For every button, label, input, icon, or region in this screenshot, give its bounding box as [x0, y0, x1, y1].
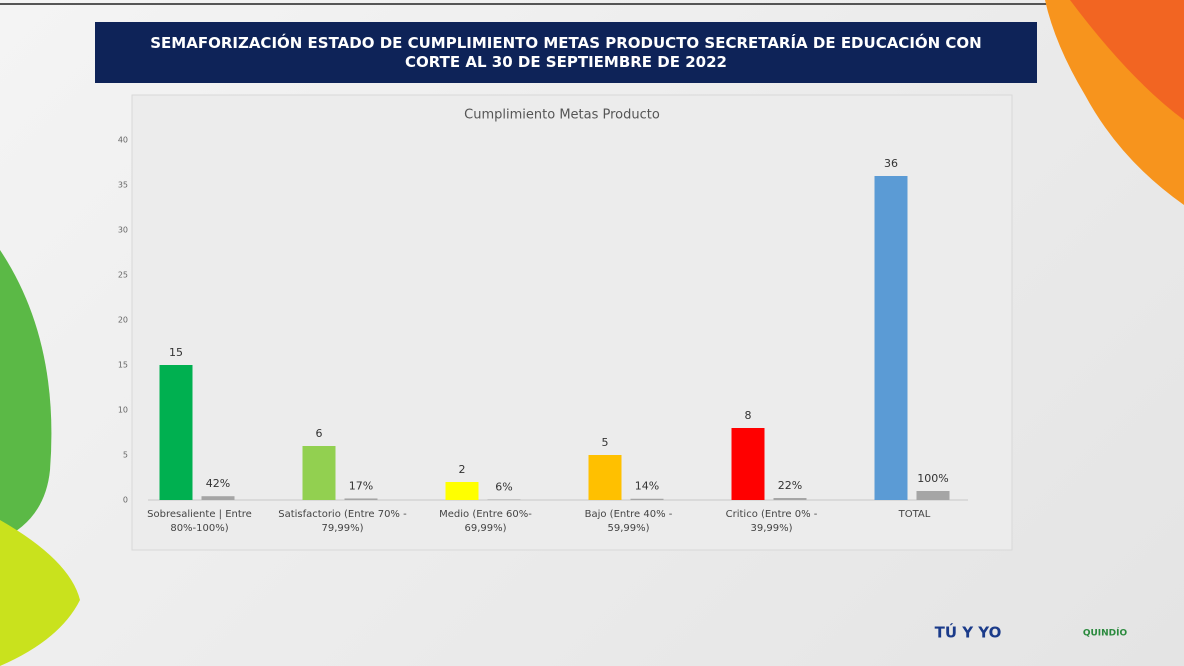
data-label: 100%: [917, 472, 948, 485]
bar: [445, 482, 479, 500]
data-label: 22%: [778, 479, 802, 492]
header-title: SEMAFORIZACIÓN ESTADO DE CUMPLIMIENTO ME…: [95, 22, 1037, 83]
x-tick-label: TOTAL: [898, 509, 931, 520]
data-label: 5: [602, 436, 609, 449]
data-label: 14%: [635, 480, 659, 493]
y-tick-label: 25: [118, 271, 128, 280]
x-tick-label: Satisfactorio (Entre 70% - 79,99%): [278, 509, 407, 534]
x-tick-label: Medio (Entre 60%- 69,99%): [439, 509, 532, 534]
bar: [302, 446, 336, 500]
bar: [773, 498, 807, 500]
bar: [159, 365, 193, 500]
y-tick-label: 30: [118, 226, 128, 235]
x-tick-label: Sobresaliente | Entre 80%-100%): [147, 509, 252, 534]
bar: [731, 428, 765, 500]
bar: [588, 455, 622, 500]
y-tick-label: 10: [118, 406, 128, 415]
bar: [487, 499, 521, 500]
data-label: 2: [459, 463, 466, 476]
x-tick-label: Critico (Entre 0% - 39,99%): [725, 509, 818, 534]
data-label: 8: [745, 409, 752, 422]
y-tick-label: 40: [118, 136, 128, 145]
y-tick-label: 35: [118, 181, 128, 190]
data-label: 17%: [349, 479, 373, 492]
bar: [916, 491, 950, 500]
y-tick-label: 5: [123, 451, 128, 460]
data-label: 6: [316, 427, 323, 440]
chart-frame: [131, 94, 1013, 551]
data-label: 6%: [495, 480, 512, 493]
logo: QUINDÍO: [1083, 627, 1128, 639]
bar: [630, 498, 664, 500]
data-label: 36: [884, 157, 898, 170]
bar: [201, 496, 235, 500]
chart-title: Cumplimiento Metas Producto: [464, 108, 660, 123]
logo: TÚ Y YO: [935, 623, 1002, 642]
y-tick-label: 0: [123, 496, 128, 505]
bar: [344, 498, 378, 500]
bar: [874, 176, 908, 500]
decor-green: [0, 250, 52, 540]
data-label: 42%: [206, 477, 230, 490]
decor-orange-dark: [1070, 0, 1184, 120]
data-label: 15: [169, 346, 183, 359]
y-tick-label: 15: [118, 361, 128, 370]
decor-lime: [0, 520, 80, 666]
x-tick-label: Bajo (Entre 40% - 59,99%): [584, 509, 673, 534]
y-tick-label: 20: [118, 316, 128, 325]
